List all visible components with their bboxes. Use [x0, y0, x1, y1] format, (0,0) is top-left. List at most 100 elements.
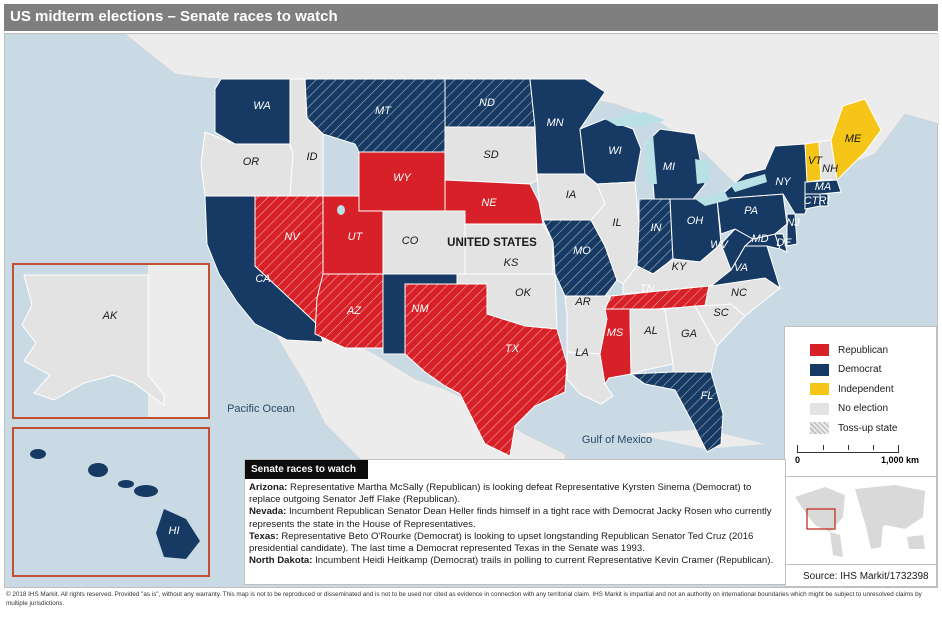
- state-label-TX: TX: [505, 343, 520, 355]
- label-layer: WA OR CA ID NV MT WY UT AZ CO NM ND SD NE KS OK TX MN IA MO…: [243, 97, 862, 402]
- legend-item: Independent: [810, 382, 894, 396]
- state-label-OK: OK: [515, 287, 532, 299]
- state-TX[interactable]: [404, 283, 568, 457]
- state-label-UT: UT: [348, 231, 364, 243]
- state-label-SD: SD: [483, 149, 498, 161]
- race-state: Texas:: [249, 530, 279, 542]
- state-label-WI: WI: [608, 145, 621, 157]
- legend-label: Toss-up state: [838, 422, 898, 434]
- legend-label: Independent: [838, 383, 894, 395]
- state-label-HI: HI: [169, 525, 180, 537]
- legend-swatch: [810, 344, 829, 356]
- race-description: Representative Martha McSally (Republica…: [249, 482, 752, 506]
- state-RI[interactable]: [819, 193, 829, 207]
- state-label-VA: VA: [734, 262, 748, 274]
- state-label-NJ: NJ: [786, 217, 800, 229]
- state-label-AZ: AZ: [346, 305, 362, 317]
- great-lake-5: [730, 174, 767, 192]
- alaska-inset: AK: [12, 263, 210, 419]
- senate-races-list: Arizona: Representative Martha McSally (…: [249, 482, 783, 567]
- state-IL[interactable]: [590, 181, 640, 285]
- state-label-IN: IN: [651, 222, 662, 234]
- state-KS[interactable]: [464, 223, 554, 275]
- state-SD[interactable]: [444, 126, 538, 185]
- legend-label: Republican: [838, 344, 889, 356]
- state-label-SC: SC: [713, 307, 728, 319]
- state-label-WY: WY: [393, 172, 411, 184]
- state-label-MN: MN: [546, 117, 563, 129]
- state-label-KY: KY: [672, 261, 687, 273]
- great-salt-lake: [337, 205, 345, 215]
- state-label-ND: ND: [479, 97, 495, 109]
- state-label-KS: KS: [504, 257, 519, 269]
- state-DE[interactable]: [774, 233, 788, 253]
- legend-swatch: [810, 422, 829, 434]
- state-label-MI: MI: [663, 161, 675, 173]
- great-lake-2: [645, 134, 657, 184]
- legend-swatch: [810, 383, 829, 395]
- race-description: Representative Beto O'Rourke (Democrat) …: [249, 530, 754, 555]
- scale-bar: 0 1,000 km: [795, 445, 929, 475]
- race-entry: North Dakota: Incumbent Heidi Heitkamp (…: [249, 555, 783, 567]
- state-FL[interactable]: [629, 371, 724, 453]
- great-lake-1: [605, 112, 665, 126]
- state-label-ID: ID: [307, 151, 318, 163]
- legend: Republican Democrat Independent No election…: [784, 326, 937, 477]
- state-label-IL: IL: [612, 217, 621, 229]
- copyright-footer: © 2018 IHS Markit. All rights reserved. …: [6, 591, 922, 607]
- title-bar: US midterm elections – Senate races to w…: [4, 4, 938, 31]
- legend-label: Democrat: [838, 364, 882, 375]
- state-label-OH: OH: [687, 215, 704, 227]
- map-title: US midterm elections – Senate races to w…: [10, 8, 338, 25]
- gulf-of-mexico-label: Gulf of Mexico: [582, 434, 652, 446]
- state-label-AK: AK: [102, 310, 118, 322]
- state-label-AL: AL: [643, 325, 657, 337]
- state-ME[interactable]: [830, 98, 882, 182]
- legend-swatch: [810, 402, 829, 415]
- state-label-WV: WV: [710, 239, 729, 251]
- map-frame: WA OR CA ID NV MT WY UT AZ CO NM ND SD NE KS OK TX MN IA MO…: [4, 33, 939, 588]
- state-HI[interactable]: [30, 449, 200, 559]
- locator-map: [784, 477, 937, 565]
- state-MI[interactable]: [644, 128, 706, 210]
- race-state: North Dakota:: [249, 555, 313, 567]
- race-description: Incumbent Republican Senator Dean Heller…: [249, 506, 772, 530]
- state-label-MT: MT: [375, 105, 392, 117]
- state-label-CA: CA: [255, 273, 270, 285]
- state-MT[interactable]: [304, 78, 446, 153]
- state-NJ[interactable]: [786, 213, 798, 247]
- state-label-CT: CT: [804, 195, 820, 207]
- race-entry: Nevada: Incumbent Republican Senator Dea…: [249, 506, 783, 530]
- canada-inset-land: [148, 265, 208, 417]
- race-state: Arizona:: [249, 482, 288, 493]
- state-label-VT: VT: [808, 155, 823, 167]
- state-label-WA: WA: [253, 100, 271, 112]
- state-label-LA: LA: [575, 347, 588, 359]
- state-label-OR: OR: [243, 156, 260, 168]
- state-label-AR: AR: [574, 296, 590, 308]
- state-layer: [200, 78, 882, 457]
- legend-swatch: [810, 363, 829, 376]
- state-label-MO: MO: [573, 245, 591, 257]
- state-label-NY: NY: [775, 176, 791, 188]
- state-label-GA: GA: [681, 328, 697, 340]
- scale-end: 1,000 km: [881, 455, 920, 465]
- state-label-IA: IA: [566, 189, 576, 201]
- state-AL[interactable]: [629, 308, 674, 375]
- state-MO[interactable]: [542, 219, 618, 297]
- state-label-MD: MD: [751, 233, 768, 245]
- state-AK[interactable]: [21, 274, 165, 406]
- hawaii-inset: HI: [12, 427, 210, 577]
- state-ND[interactable]: [444, 78, 536, 128]
- great-lake-3: [695, 159, 711, 184]
- senate-races-heading: Senate races to watch: [245, 460, 368, 479]
- race-entry: Texas: Representative Beto O'Rourke (Dem…: [249, 531, 783, 555]
- state-label-NC: NC: [731, 287, 747, 299]
- state-label-ME: ME: [845, 133, 862, 145]
- locator-highlight: [806, 508, 836, 530]
- race-state: Nevada:: [249, 506, 287, 518]
- state-PA[interactable]: [716, 193, 788, 240]
- state-AZ[interactable]: [314, 273, 384, 349]
- state-label-CO: CO: [402, 235, 419, 247]
- state-label-NE: NE: [481, 197, 497, 209]
